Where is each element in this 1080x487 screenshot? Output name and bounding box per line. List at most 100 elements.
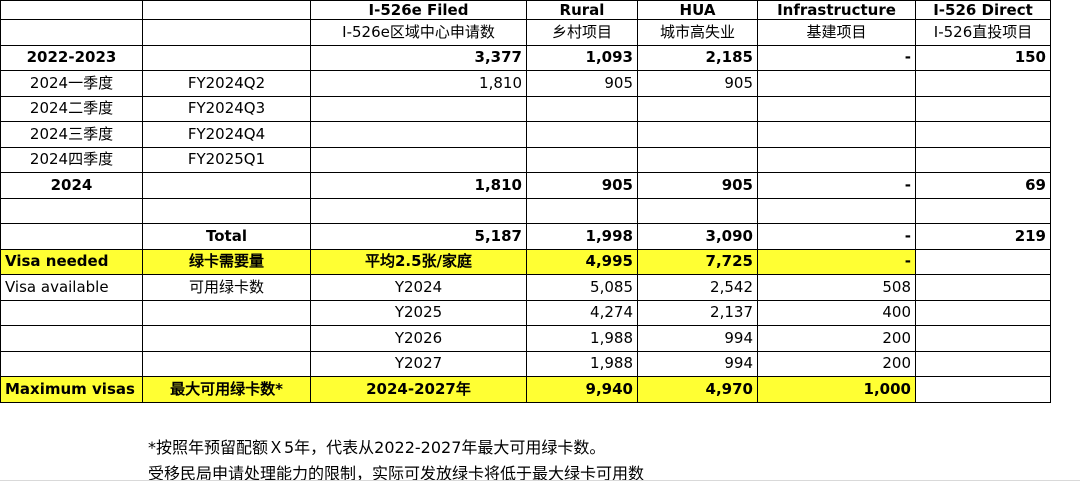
cell: [0, 197, 143, 224]
row-label-cn: 可用绿卡数: [142, 274, 311, 301]
cell: [0, 223, 143, 250]
year-label: Y2027: [310, 350, 527, 377]
data-table: I-526e Filed Rural HUA Infrastructure I-…: [0, 0, 1051, 403]
cell: [0, 299, 143, 326]
cell: [637, 197, 758, 224]
cell: 1,998: [526, 223, 638, 250]
cell: -: [757, 172, 916, 199]
row-label: Visa needed: [0, 248, 143, 275]
cell: 1,988: [526, 350, 638, 377]
cell: [915, 325, 1051, 352]
cell: [310, 197, 527, 224]
cell: 2024-2027年: [310, 376, 527, 403]
cell: 1,000: [757, 376, 916, 403]
cell: 1,093: [526, 44, 638, 71]
row-2024-q4: 2024四季度 FY2025Q1: [0, 146, 1051, 173]
row-y2027: Y2027 1,988 994 200: [0, 350, 1051, 377]
col-header-cn: 城市高失业: [637, 19, 758, 46]
cell: [526, 146, 638, 173]
cell: 1,810: [310, 172, 527, 199]
year-label: Y2025: [310, 299, 527, 326]
row-label: 2022-2023: [0, 44, 143, 71]
cell: 9,940: [526, 376, 638, 403]
row-label-cn: 最大可用绿卡数*: [142, 376, 311, 403]
cell: 400: [757, 299, 916, 326]
row-2024: 2024 1,810 905 905 - 69: [0, 172, 1051, 199]
cell: 4,970: [637, 376, 758, 403]
fiscal-quarter: FY2024Q3: [142, 95, 311, 122]
cell: -: [757, 248, 916, 275]
cell: 994: [637, 350, 758, 377]
col-header-i526e-filed: I-526e Filed: [310, 0, 527, 20]
row-maximum-visas: Maximum visas 最大可用绿卡数* 2024-2027年 9,940 …: [0, 376, 1051, 403]
cell: 3,090: [637, 223, 758, 250]
cell: 69: [915, 172, 1051, 199]
col-header-hua: HUA: [637, 0, 758, 20]
cell: [915, 70, 1051, 97]
cell: [0, 350, 143, 377]
col-header-cn: 基建项目: [757, 19, 916, 46]
cell: [0, 19, 143, 46]
footnote-line-2: 受移民局申请处理能力的限制，实际可发放绿卡将低于最大绿卡可用数: [148, 464, 645, 483]
row-2024-q1: 2024一季度 FY2024Q2 1,810 905 905: [0, 70, 1051, 97]
col-header-infrastructure: Infrastructure: [757, 0, 916, 20]
cell: [915, 197, 1051, 224]
row-label: Maximum visas: [0, 376, 143, 403]
cell: [142, 299, 311, 326]
row-label: Visa available: [0, 274, 143, 301]
cell: [310, 146, 527, 173]
cell: 3,377: [310, 44, 527, 71]
cell: [142, 197, 311, 224]
cell: [915, 95, 1051, 122]
row-visa-available: Visa available 可用绿卡数 Y2024 5,085 2,542 5…: [0, 274, 1051, 301]
row-label: 2024四季度: [0, 146, 143, 173]
cell: 2,185: [637, 44, 758, 71]
cell: 7,725: [637, 248, 758, 275]
cell: [0, 0, 143, 20]
cell: [915, 248, 1051, 275]
col-header-cn: I-526直投项目: [915, 19, 1051, 46]
cell: [526, 95, 638, 122]
fiscal-quarter: FY2024Q4: [142, 121, 311, 148]
cell: 200: [757, 325, 916, 352]
col-header-cn: I-526e区域中心申请数: [310, 19, 527, 46]
cell: [637, 146, 758, 173]
row-2024-q2: 2024二季度 FY2024Q3: [0, 95, 1051, 122]
row-label: 2024一季度: [0, 70, 143, 97]
cell: [757, 121, 916, 148]
cell: [310, 95, 527, 122]
cell: 5,085: [526, 274, 638, 301]
footnote-line-1: *按照年预留配额Ｘ5年，代表从2022-2027年最大可用绿卡数。: [148, 438, 606, 457]
cell: [637, 121, 758, 148]
cell: 平均2.5张/家庭: [310, 248, 527, 275]
cell: [915, 146, 1051, 173]
cell: [526, 197, 638, 224]
cell: 905: [637, 70, 758, 97]
cell: 1,988: [526, 325, 638, 352]
cell: 1,810: [310, 70, 527, 97]
row-label: Total: [142, 223, 311, 250]
cell: [915, 376, 1051, 403]
cell: [310, 121, 527, 148]
cell: [757, 197, 916, 224]
fiscal-quarter: FY2025Q1: [142, 146, 311, 173]
row-y2025: Y2025 4,274 2,137 400: [0, 299, 1051, 326]
year-label: Y2026: [310, 325, 527, 352]
cell: -: [757, 44, 916, 71]
cell: [526, 121, 638, 148]
cell: [915, 274, 1051, 301]
cell: 994: [637, 325, 758, 352]
row-y2026: Y2026 1,988 994 200: [0, 325, 1051, 352]
cell: [757, 146, 916, 173]
header-row-en: I-526e Filed Rural HUA Infrastructure I-…: [0, 0, 1051, 20]
col-header-rural: Rural: [526, 0, 638, 20]
cell: 200: [757, 350, 916, 377]
sheet-gridline: [0, 480, 1080, 481]
cell: 5,187: [310, 223, 527, 250]
cell: [142, 0, 311, 20]
cell: 905: [526, 172, 638, 199]
cell: [915, 299, 1051, 326]
cell: 4,274: [526, 299, 638, 326]
cell: [142, 19, 311, 46]
cell: 2,137: [637, 299, 758, 326]
